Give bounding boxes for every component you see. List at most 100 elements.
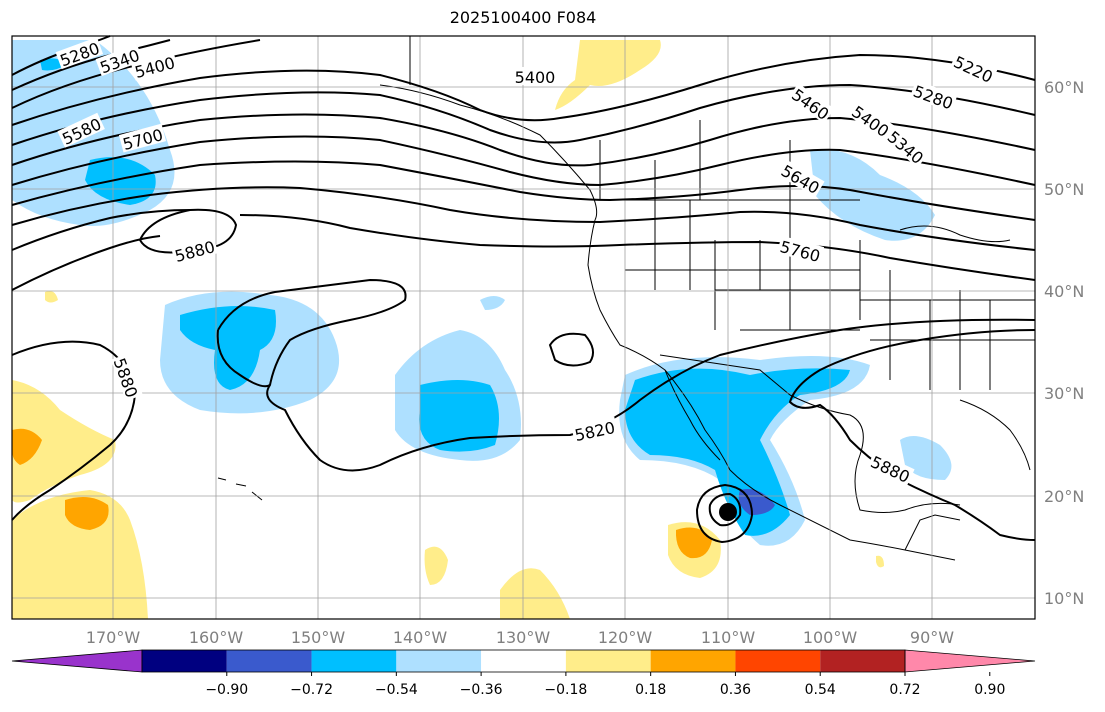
lon-tick-label: 110°W: [701, 628, 756, 647]
shade-yellow-pac2: [500, 568, 570, 619]
contour-5880-loop: [138, 208, 238, 254]
contour-label-bg: [57, 112, 105, 148]
shade-cyan-nw2: [40, 58, 65, 71]
colorbar-segment: [481, 650, 566, 672]
lat-tick-label: 30°N: [1044, 384, 1084, 403]
contour-label-bg: [777, 159, 825, 198]
contour-label-bg: [787, 83, 835, 124]
shade-yellow-sw: [12, 380, 116, 503]
colorbar-tick-label: 0.90: [974, 682, 1005, 698]
map-frame: [11, 35, 1036, 620]
contour-label-bg: [883, 125, 929, 168]
coast-westcoast: [587, 219, 731, 471]
shade-yellow-south: [12, 490, 148, 619]
contour-5880-east: [788, 329, 1036, 541]
map-title: 2025100400 F084: [449, 8, 597, 27]
contour-label-bg: [55, 37, 104, 70]
colorbar-outline: [141, 649, 906, 673]
colorbar-segment: [226, 650, 312, 672]
contour-b: [11, 83, 1036, 146]
lat-tick-label: 40°N: [1044, 282, 1084, 301]
coast-gulf: [789, 394, 961, 513]
contour-low-outer: [695, 483, 754, 544]
shade-cyan-nw: [85, 157, 156, 205]
shade-orange-mex: [675, 527, 712, 559]
shade-cyan-mid: [419, 380, 499, 452]
contour-label-bg: [95, 44, 144, 77]
coast-greatlakes: [899, 225, 1011, 243]
contour-label-bg: [909, 80, 958, 113]
coast-alaska: [379, 84, 598, 221]
contour-5580: [11, 113, 1036, 167]
contour-low-inner: [708, 492, 742, 527]
anomaly-shading: [12, 40, 952, 619]
shade-yellow-small: [45, 291, 58, 303]
contour-label-bg: [513, 67, 557, 85]
lon-tick-label: 90°W: [910, 628, 954, 647]
shade-orange-south: [65, 496, 109, 530]
shade-darkblue-mexico: [738, 489, 775, 515]
contour-label-bg: [170, 235, 219, 265]
contour-e: [11, 209, 1036, 281]
shade-orange-sw: [12, 428, 42, 465]
contour-small-loop: [548, 332, 595, 367]
lon-tick-label: 120°W: [598, 628, 653, 647]
contour-label-bg: [130, 51, 179, 81]
lon-tick-label: 130°W: [496, 628, 551, 647]
lon-tick-label: 150°W: [291, 628, 346, 647]
border-mexico-us: [659, 354, 791, 396]
lat-tick-label: 10°N: [1044, 589, 1084, 608]
colorbar-tick-label: −0.72: [290, 682, 333, 698]
contour-label-bg: [118, 123, 167, 153]
contour-label-bg: [950, 50, 998, 86]
colorbar-tick-label: 0.54: [805, 682, 836, 698]
shade-yellow-alaska: [555, 40, 661, 110]
lat-tick-label: 20°N: [1044, 487, 1084, 506]
coast-baja: [664, 369, 721, 461]
colorbar-tick-label: 0.72: [889, 682, 920, 698]
contour-a: [11, 53, 1036, 126]
contour-label-bg: [847, 100, 895, 141]
contour-5820-inner: [216, 329, 271, 388]
contour-c: [11, 160, 1036, 221]
lon-tick-label: 100°W: [803, 628, 858, 647]
axis-labels: 170°W 160°W 150°W 140°W 130°W 120°W 110°W 100°W…: [86, 78, 1085, 647]
colorbar-tick-label: −0.90: [205, 682, 248, 698]
colorbar-tick-label: −0.54: [375, 682, 418, 698]
contour-label-bg: [867, 450, 915, 486]
contour-label: 5400: [515, 68, 556, 87]
colorbar-segment: [311, 650, 397, 672]
geopotential-contours: [11, 35, 1036, 544]
colorbar-segment: [650, 650, 736, 672]
shade-cyan-central: [180, 306, 276, 390]
central-america: [904, 514, 961, 551]
coast-mexico-pac: [729, 469, 956, 561]
lon-tick-label: 170°W: [86, 628, 141, 647]
shade-cyan-baja: [625, 368, 850, 536]
contour-d: [11, 186, 1036, 251]
colorbar-tick-label: −0.18: [544, 682, 587, 698]
colorbar-segment: [565, 650, 651, 672]
colorbar-segment: [142, 650, 227, 672]
contour-5820-main: [217, 278, 1036, 472]
colorbar-segment: [735, 650, 821, 672]
colorbar-tick-label: 0.36: [720, 682, 751, 698]
shade-blue-small: [480, 296, 505, 310]
contour-5700: [11, 135, 1036, 187]
contour-label-bg: [776, 235, 825, 265]
canada-provinces: [599, 120, 791, 200]
lon-tick-label: 140°W: [393, 628, 448, 647]
shade-yellow-pac: [424, 546, 448, 585]
coast-florida: [959, 399, 1031, 471]
colorbar-extend-low: [11, 649, 143, 673]
contour-label-bg: [571, 416, 618, 444]
colorbar-segment: [396, 650, 482, 672]
colorbar-segment: [820, 650, 905, 672]
shade-yellow-gulf: [876, 555, 884, 568]
contour-f: [11, 235, 161, 291]
colorbar-tick-label: 0.18: [635, 682, 666, 698]
low-center-marker: [719, 503, 737, 521]
colorbar-tick-label: −0.36: [460, 682, 503, 698]
lat-tick-label: 50°N: [1044, 180, 1084, 199]
